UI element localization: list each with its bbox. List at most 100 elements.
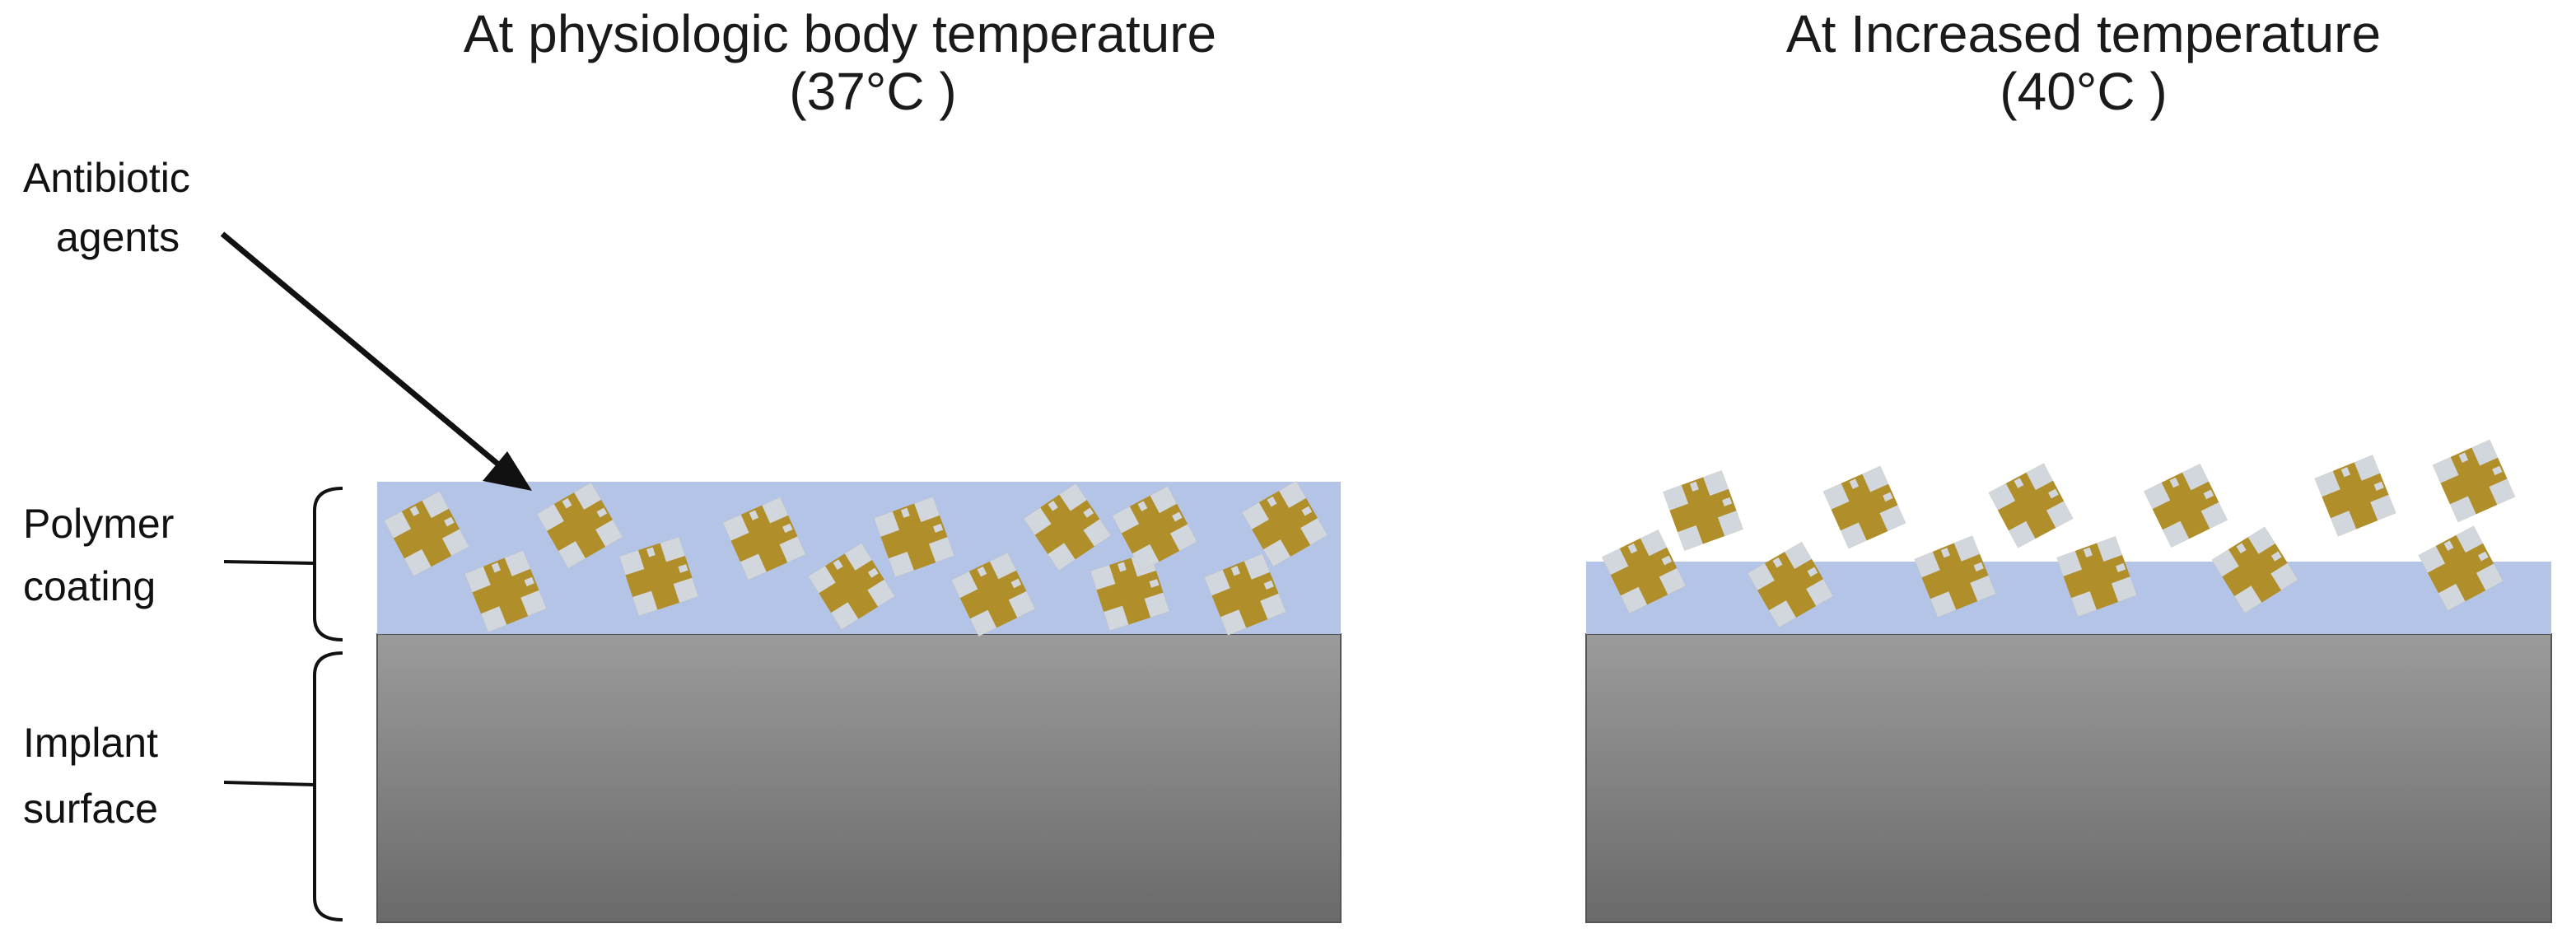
- agent-tick: [977, 566, 987, 577]
- agent-notch: [504, 550, 530, 576]
- agent-notch: [1008, 590, 1035, 618]
- agent-tick: [1301, 506, 1313, 516]
- implant-label-line2: surface: [23, 786, 158, 832]
- agent-notch: [762, 497, 789, 524]
- agent-cross: [1610, 538, 1678, 605]
- agent-notch: [1263, 539, 1290, 567]
- agent-tick: [1010, 578, 1022, 589]
- agent-notch: [2200, 501, 2228, 529]
- antibiotic-agent-icon: [1748, 542, 1833, 627]
- agent-cross: [547, 492, 613, 558]
- antibiotic-agent-icon: [1204, 553, 1286, 636]
- agent-cross: [959, 561, 1027, 628]
- agent-notch: [2370, 494, 2396, 520]
- agent-notch: [1083, 519, 1111, 547]
- agent-notch: [2314, 471, 2340, 497]
- agent-notch: [1300, 518, 1328, 545]
- agent-cross: [394, 501, 460, 567]
- agent-notch: [2247, 526, 2275, 554]
- antibiotic-agent-icon: [2418, 525, 2504, 611]
- antibiotic-agent-icon: [464, 550, 547, 632]
- antibiotic-label-line2: agents: [56, 214, 180, 260]
- agent-notch: [2456, 525, 2483, 553]
- agent-notch: [1260, 593, 1286, 619]
- agent-tick: [524, 576, 534, 586]
- antibiotic-arrow-shaft: [220, 231, 500, 466]
- agent-notch: [914, 497, 940, 523]
- agent-cross: [1122, 496, 1188, 562]
- agent-notch: [831, 602, 859, 630]
- agent-tick: [2340, 467, 2350, 478]
- agent-cross: [730, 505, 798, 572]
- agent-notch: [951, 571, 978, 599]
- left-panel-title: At physiologic body temperature: [463, 4, 1217, 63]
- agent-notch: [2071, 590, 2097, 617]
- agent-notch: [1914, 552, 1940, 578]
- agent-notch: [520, 590, 547, 616]
- agent-tick: [646, 547, 656, 557]
- agent-notch: [2097, 536, 2122, 562]
- agent-notch: [844, 543, 872, 571]
- agent-notch: [2211, 549, 2239, 577]
- agent-tick: [1172, 511, 1183, 522]
- agent-notch: [1242, 502, 1269, 529]
- agent-tick: [1267, 496, 1277, 507]
- agent-notch: [660, 537, 685, 562]
- antibiotic-agent-icon: [1988, 463, 2074, 548]
- antibiotic-agent-icon: [2432, 439, 2516, 523]
- agent-tick: [1689, 481, 1699, 492]
- agent-notch: [722, 514, 749, 541]
- antibiotic-agent-icon: [537, 483, 623, 568]
- agent-tick: [1083, 507, 1094, 518]
- agent-notch: [889, 551, 914, 577]
- agent-notch: [1169, 524, 1197, 551]
- agent-cross: [1669, 477, 1737, 544]
- agent-tick: [2458, 452, 2469, 463]
- agent-notch: [2354, 455, 2380, 481]
- agent-notch: [1822, 483, 1850, 510]
- agent-tick: [491, 562, 501, 573]
- agent-notch: [537, 504, 564, 531]
- agent-notch: [1059, 483, 1087, 511]
- agent-notch: [1953, 535, 1980, 562]
- right-panel-subtitle: (40°C ): [2000, 62, 2168, 121]
- agent-notch: [1862, 465, 1889, 492]
- agent-cross: [880, 503, 948, 571]
- agent-notch: [1840, 522, 1867, 549]
- implant-bracket: [313, 651, 343, 921]
- agent-notch: [1640, 529, 1668, 557]
- antibiotic-agent-icon: [384, 491, 469, 576]
- agent-cross: [2322, 462, 2389, 529]
- agent-notch: [2026, 463, 2053, 491]
- agent-tick: [1722, 497, 1733, 506]
- agent-tick: [562, 497, 572, 509]
- agent-tick: [782, 523, 793, 534]
- left-panel-subtitle: (37°C ): [789, 62, 957, 121]
- antibiotic-agent-icon: [2056, 536, 2137, 617]
- agent-notch: [989, 553, 1017, 580]
- agent-notch: [874, 511, 900, 537]
- agent-notch: [2331, 511, 2357, 537]
- agent-notch: [1112, 506, 1140, 534]
- agent-notch: [1748, 563, 1775, 590]
- agent-notch: [1785, 542, 1812, 569]
- right-panel-title: At Increased temperature: [1785, 4, 2382, 63]
- agent-tick: [2373, 481, 2384, 491]
- agent-notch: [558, 541, 586, 568]
- agent-notch: [2438, 583, 2466, 611]
- agent-cross: [1921, 543, 1989, 610]
- agent-tick: [1940, 548, 1950, 558]
- antibiotic-agent-icon: [1090, 552, 1169, 631]
- agent-notch: [2449, 496, 2476, 523]
- antibiotic-agent-icon: [2211, 526, 2298, 613]
- agent-tick: [867, 567, 879, 578]
- agent-tick: [900, 507, 910, 518]
- agent-notch: [1930, 591, 1957, 618]
- right-implant-surface: [1585, 633, 2552, 923]
- agent-notch: [808, 566, 836, 594]
- antibiotic-agent-icon: [1914, 535, 1996, 618]
- agent-cross: [1034, 494, 1100, 560]
- agent-notch: [969, 609, 997, 637]
- agent-cross: [1757, 552, 1823, 618]
- agent-notch: [928, 537, 954, 562]
